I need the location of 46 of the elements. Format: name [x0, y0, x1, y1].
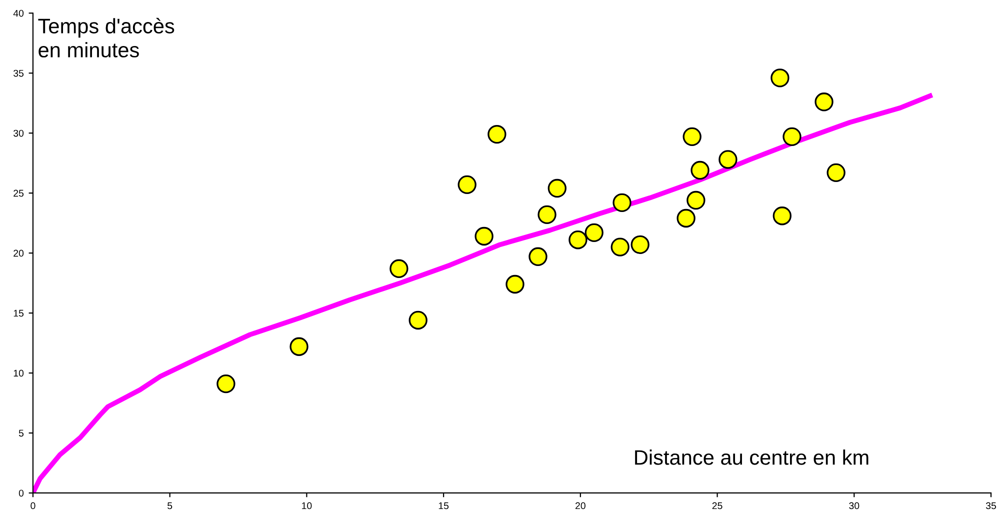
x-tick-label: 20: [576, 502, 586, 510]
point: [676, 208, 696, 228]
point: [458, 175, 476, 194]
point: [770, 68, 790, 88]
x-tick-label: 10: [302, 502, 312, 510]
point: [814, 92, 834, 112]
y-tick-label: 20: [14, 250, 24, 257]
point: [548, 178, 566, 198]
point: [538, 205, 556, 224]
point: [584, 223, 604, 242]
point: [772, 206, 792, 226]
point: [782, 127, 802, 146]
point: [528, 247, 548, 266]
point: [630, 235, 650, 254]
point: [568, 230, 588, 250]
x-axis-title: Distance au centre en km: [635, 450, 868, 465]
y-tick-label: 0: [18, 490, 24, 497]
point: [612, 193, 632, 212]
y-tick-label: 15: [14, 310, 24, 317]
point: [826, 163, 846, 182]
x-tick-label: 0: [30, 502, 36, 510]
point: [610, 238, 630, 256]
y-axis-title: Temps d'accès en minutes: [38, 18, 174, 58]
point: [408, 310, 428, 330]
y-tick-label: 25: [14, 190, 24, 197]
point: [718, 150, 738, 169]
point: [216, 374, 236, 394]
point: [474, 226, 494, 246]
point: [682, 127, 702, 146]
point: [290, 337, 308, 356]
x-tick-label: 15: [438, 502, 449, 510]
point: [390, 259, 408, 278]
y-tick-label: 5: [18, 430, 24, 437]
x-tick-label: 5: [168, 502, 172, 510]
y-tick-label: 10: [14, 370, 24, 377]
point: [488, 124, 506, 144]
x-tick-label: 25: [712, 502, 722, 510]
line-series: [32, 93, 932, 493]
point: [506, 274, 524, 294]
y-tick-label: 30: [13, 130, 24, 137]
point: [690, 160, 710, 180]
point: [686, 190, 706, 210]
y-tick-label: 40: [13, 10, 24, 17]
x-tick-label: 30: [849, 502, 860, 510]
y-tick-label: 35: [13, 70, 24, 77]
x-tick-label: 35: [986, 502, 996, 510]
